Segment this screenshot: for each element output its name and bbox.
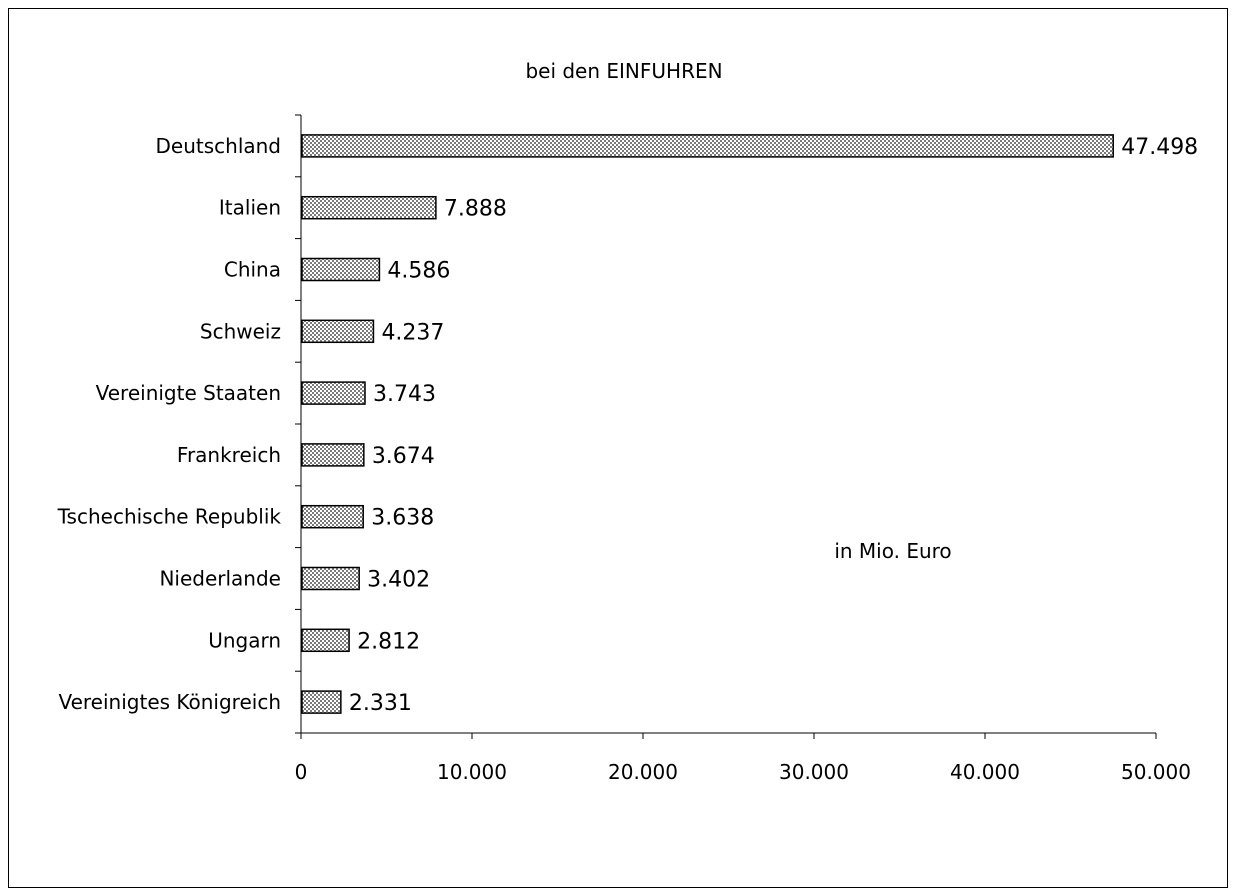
bar: [301, 381, 366, 405]
bar: [301, 319, 375, 344]
value-label: 47.498: [1121, 135, 1198, 160]
axes: 0 10.000 20.000 30.000 40.000 50.000: [295, 114, 1191, 784]
value-label: 4.586: [387, 259, 450, 284]
labels: Deutschland 47.498 Italien 7.888 China 4.586 S…: [57, 134, 1199, 716]
x-tick-label: 40.000: [950, 760, 1020, 784]
chart-title: bei den EINFUHREN: [525, 59, 722, 83]
value-label: 3.674: [372, 444, 435, 469]
bar: [301, 566, 360, 591]
category-label: Italien: [219, 196, 281, 220]
value-label: 7.888: [444, 197, 507, 222]
x-tick-label: 50.000: [1121, 760, 1191, 784]
bar: [301, 195, 437, 220]
x-tick-label: 30.000: [779, 760, 849, 784]
bar: [301, 443, 365, 467]
category-label: Schweiz: [200, 319, 281, 343]
value-label: 2.812: [357, 629, 420, 654]
category-label: Vereinigte Staaten: [96, 381, 281, 405]
value-label: 4.237: [381, 320, 444, 345]
value-label: 2.331: [349, 691, 412, 716]
bar: [301, 134, 1114, 158]
category-label: Tschechische Republik: [57, 505, 282, 529]
value-label: 3.402: [367, 568, 430, 593]
x-tick-label: 10.000: [437, 760, 507, 784]
x-tick-label: 0: [295, 760, 308, 784]
value-label: 3.638: [371, 506, 434, 531]
category-label: Frankreich: [177, 443, 281, 467]
category-label: Vereinigtes Königreich: [58, 690, 281, 714]
category-label: China: [224, 258, 281, 282]
value-label: 3.743: [373, 382, 436, 407]
bar: [301, 628, 350, 653]
bar: [301, 504, 364, 529]
bars: [301, 134, 1114, 714]
category-label: Ungarn: [208, 628, 281, 652]
category-label: Niederlande: [159, 567, 281, 591]
bar: [301, 690, 342, 714]
x-tick-label: 20.000: [608, 760, 678, 784]
bar: [301, 257, 381, 282]
category-label: Deutschland: [156, 134, 282, 158]
unit-annotation: in Mio. Euro: [834, 539, 951, 563]
